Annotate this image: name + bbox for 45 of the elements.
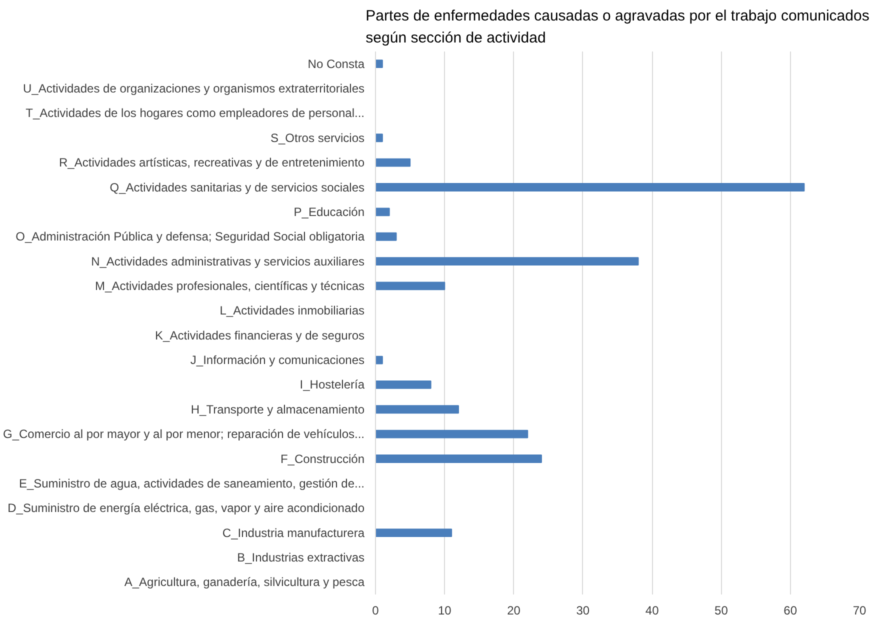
y-tick-label: N_Actividades administrativas y servicios auxiliares [91,254,365,268]
bar [376,528,452,537]
bar [376,405,459,414]
x-tick-label: 40 [645,604,660,617]
y-tick-label: D_Suministro de energía eléctrica, gas, vapor y aire acondicionado [8,501,365,516]
y-tick-label: J_Información y comunicaciones [190,353,365,368]
y-tick-label: S_Otros servicios [270,130,365,145]
bar [376,134,383,142]
y-tick-label: L_Actividades inmobiliarias [220,304,365,318]
bar [376,282,446,290]
y-tick-label: M_Actividades profesionales, científicas y técnicas [95,278,365,293]
y-tick-label: T_Actividades de los hogares como empleadores de personal... [26,106,364,120]
y-tick-label: Q_Actividades sanitarias y de servicios sociales [110,180,365,194]
y-tick-label: A_Agricultura, ganadería, silvicultura y pesca [124,575,365,590]
bar [376,430,528,438]
x-tick-label: 0 [372,604,380,617]
y-tick-label: O_Administración Pública y defensa; Seguridad Social obligatoria [16,230,365,244]
x-tick-label: 30 [576,604,590,617]
bar [376,60,383,68]
x-tick-label: 60 [784,604,798,617]
y-tick-label: E_Suministro de agua, actividades de saneamiento, gestión de... [18,476,365,490]
y-tick-label: No Consta [308,56,365,71]
y-tick-label: B_Industrias extractivas [237,550,364,564]
bar [376,158,411,167]
bar [376,208,390,216]
y-tick-label: K_Actividades financieras y de seguros [155,328,365,342]
y-tick-label: C_Industria manufacturera [222,526,365,540]
y-tick-label: I_Hostelería [300,378,365,392]
x-tick-label: 70 [852,604,866,617]
y-tick-label: U_Actividades de organizaciones y organismos extraterritoriales [23,82,365,96]
y-tick-label: P_Educación [294,204,364,219]
bar [376,183,805,192]
y-tick-label: G_Comercio al por mayor y al por menor; reparación de vehículos... [3,427,365,442]
bar [376,257,639,266]
y-tick-label: F_Construcción [280,452,365,466]
bar [376,232,397,241]
bar [376,454,542,463]
x-tick-label: 10 [438,604,452,617]
bar [376,380,432,389]
x-tick-label: 50 [714,604,728,617]
y-tick-label: R_Actividades artísticas, recreativas y de entretenimiento [59,156,365,170]
y-tick-label: H_Transporte y almacenamiento [190,402,365,416]
chart-title: Partes de enfermedades causadas o agravadas por el trabajo comunicados según sección de actividad [366,7,870,46]
bar [376,356,383,364]
x-tick-label: 20 [507,604,521,617]
